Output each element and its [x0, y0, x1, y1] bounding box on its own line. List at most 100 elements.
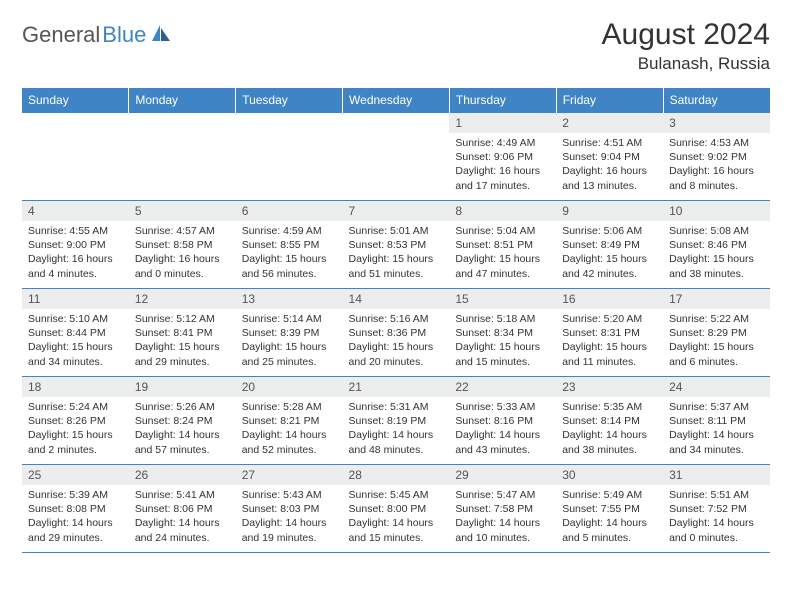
sunset-text: Sunset: 8:53 PM: [349, 238, 444, 252]
day-number: 24: [663, 377, 770, 397]
day-info: Sunrise: 5:24 AMSunset: 8:26 PMDaylight:…: [22, 397, 129, 461]
day-info: Sunrise: 5:28 AMSunset: 8:21 PMDaylight:…: [236, 397, 343, 461]
day-number: 21: [343, 377, 450, 397]
day-info: Sunrise: 4:59 AMSunset: 8:55 PMDaylight:…: [236, 221, 343, 285]
sunrise-text: Sunrise: 4:55 AM: [28, 224, 123, 238]
daylight-text: Daylight: 15 hours and 20 minutes.: [349, 340, 444, 368]
day-info: Sunrise: 5:06 AMSunset: 8:49 PMDaylight:…: [556, 221, 663, 285]
calendar-day-cell: 20Sunrise: 5:28 AMSunset: 8:21 PMDayligh…: [236, 377, 343, 465]
sunset-text: Sunset: 8:55 PM: [242, 238, 337, 252]
sunrise-text: Sunrise: 5:37 AM: [669, 400, 764, 414]
sunrise-text: Sunrise: 5:10 AM: [28, 312, 123, 326]
day-number: 9: [556, 201, 663, 221]
sunset-text: Sunset: 8:26 PM: [28, 414, 123, 428]
sunset-text: Sunset: 8:51 PM: [455, 238, 550, 252]
day-info: Sunrise: 5:31 AMSunset: 8:19 PMDaylight:…: [343, 397, 450, 461]
calendar-day-cell: 2Sunrise: 4:51 AMSunset: 9:04 PMDaylight…: [556, 113, 663, 201]
daylight-text: Daylight: 14 hours and 19 minutes.: [242, 516, 337, 544]
sunrise-text: Sunrise: 5:26 AM: [135, 400, 230, 414]
sunset-text: Sunset: 8:06 PM: [135, 502, 230, 516]
daylight-text: Daylight: 15 hours and 11 minutes.: [562, 340, 657, 368]
daylight-text: Daylight: 15 hours and 2 minutes.: [28, 428, 123, 456]
day-info: Sunrise: 5:43 AMSunset: 8:03 PMDaylight:…: [236, 485, 343, 549]
sunset-text: Sunset: 8:49 PM: [562, 238, 657, 252]
daylight-text: Daylight: 15 hours and 56 minutes.: [242, 252, 337, 280]
day-info: Sunrise: 5:26 AMSunset: 8:24 PMDaylight:…: [129, 397, 236, 461]
daylight-text: Daylight: 15 hours and 47 minutes.: [455, 252, 550, 280]
day-info: Sunrise: 4:55 AMSunset: 9:00 PMDaylight:…: [22, 221, 129, 285]
day-number: 19: [129, 377, 236, 397]
sunrise-text: Sunrise: 4:57 AM: [135, 224, 230, 238]
calendar-day-cell: [129, 113, 236, 201]
day-number: 15: [449, 289, 556, 309]
sunset-text: Sunset: 8:58 PM: [135, 238, 230, 252]
day-info: Sunrise: 5:01 AMSunset: 8:53 PMDaylight:…: [343, 221, 450, 285]
day-number: 23: [556, 377, 663, 397]
daylight-text: Daylight: 16 hours and 17 minutes.: [455, 164, 550, 192]
weekday-header-row: Sunday Monday Tuesday Wednesday Thursday…: [22, 88, 770, 113]
sunrise-text: Sunrise: 5:51 AM: [669, 488, 764, 502]
sunset-text: Sunset: 8:00 PM: [349, 502, 444, 516]
day-number: 18: [22, 377, 129, 397]
day-info: Sunrise: 5:18 AMSunset: 8:34 PMDaylight:…: [449, 309, 556, 373]
day-number: 26: [129, 465, 236, 485]
day-number: 7: [343, 201, 450, 221]
daylight-text: Daylight: 15 hours and 51 minutes.: [349, 252, 444, 280]
sunrise-text: Sunrise: 5:49 AM: [562, 488, 657, 502]
sunrise-text: Sunrise: 5:31 AM: [349, 400, 444, 414]
day-info: Sunrise: 5:22 AMSunset: 8:29 PMDaylight:…: [663, 309, 770, 373]
day-info: Sunrise: 5:41 AMSunset: 8:06 PMDaylight:…: [129, 485, 236, 549]
sunset-text: Sunset: 8:41 PM: [135, 326, 230, 340]
day-info: Sunrise: 5:04 AMSunset: 8:51 PMDaylight:…: [449, 221, 556, 285]
calendar-day-cell: 15Sunrise: 5:18 AMSunset: 8:34 PMDayligh…: [449, 289, 556, 377]
calendar-day-cell: 11Sunrise: 5:10 AMSunset: 8:44 PMDayligh…: [22, 289, 129, 377]
day-info: Sunrise: 5:12 AMSunset: 8:41 PMDaylight:…: [129, 309, 236, 373]
calendar-week-row: 18Sunrise: 5:24 AMSunset: 8:26 PMDayligh…: [22, 377, 770, 465]
calendar-day-cell: 21Sunrise: 5:31 AMSunset: 8:19 PMDayligh…: [343, 377, 450, 465]
calendar-day-cell: 9Sunrise: 5:06 AMSunset: 8:49 PMDaylight…: [556, 201, 663, 289]
day-number: 3: [663, 113, 770, 133]
day-number: 31: [663, 465, 770, 485]
day-info: Sunrise: 5:49 AMSunset: 7:55 PMDaylight:…: [556, 485, 663, 549]
calendar-day-cell: 18Sunrise: 5:24 AMSunset: 8:26 PMDayligh…: [22, 377, 129, 465]
daylight-text: Daylight: 14 hours and 0 minutes.: [669, 516, 764, 544]
calendar-day-cell: 14Sunrise: 5:16 AMSunset: 8:36 PMDayligh…: [343, 289, 450, 377]
sunset-text: Sunset: 7:58 PM: [455, 502, 550, 516]
day-number: 13: [236, 289, 343, 309]
day-info: Sunrise: 5:16 AMSunset: 8:36 PMDaylight:…: [343, 309, 450, 373]
day-number: 22: [449, 377, 556, 397]
sunrise-text: Sunrise: 5:35 AM: [562, 400, 657, 414]
calendar-day-cell: 13Sunrise: 5:14 AMSunset: 8:39 PMDayligh…: [236, 289, 343, 377]
weekday-header: Friday: [556, 88, 663, 113]
daylight-text: Daylight: 14 hours and 57 minutes.: [135, 428, 230, 456]
day-info: Sunrise: 5:35 AMSunset: 8:14 PMDaylight:…: [556, 397, 663, 461]
daylight-text: Daylight: 15 hours and 34 minutes.: [28, 340, 123, 368]
calendar-week-row: 11Sunrise: 5:10 AMSunset: 8:44 PMDayligh…: [22, 289, 770, 377]
sunrise-text: Sunrise: 4:53 AM: [669, 136, 764, 150]
calendar-day-cell: 24Sunrise: 5:37 AMSunset: 8:11 PMDayligh…: [663, 377, 770, 465]
day-info: Sunrise: 4:51 AMSunset: 9:04 PMDaylight:…: [556, 133, 663, 197]
daylight-text: Daylight: 15 hours and 38 minutes.: [669, 252, 764, 280]
daylight-text: Daylight: 14 hours and 52 minutes.: [242, 428, 337, 456]
calendar-day-cell: 5Sunrise: 4:57 AMSunset: 8:58 PMDaylight…: [129, 201, 236, 289]
sunset-text: Sunset: 7:52 PM: [669, 502, 764, 516]
daylight-text: Daylight: 16 hours and 13 minutes.: [562, 164, 657, 192]
calendar-table: Sunday Monday Tuesday Wednesday Thursday…: [22, 88, 770, 553]
daylight-text: Daylight: 14 hours and 48 minutes.: [349, 428, 444, 456]
day-number: 28: [343, 465, 450, 485]
day-number: 16: [556, 289, 663, 309]
daylight-text: Daylight: 16 hours and 8 minutes.: [669, 164, 764, 192]
daylight-text: Daylight: 14 hours and 34 minutes.: [669, 428, 764, 456]
sunrise-text: Sunrise: 5:18 AM: [455, 312, 550, 326]
calendar-week-row: 4Sunrise: 4:55 AMSunset: 9:00 PMDaylight…: [22, 201, 770, 289]
sunrise-text: Sunrise: 5:47 AM: [455, 488, 550, 502]
sunset-text: Sunset: 8:46 PM: [669, 238, 764, 252]
sunrise-text: Sunrise: 5:41 AM: [135, 488, 230, 502]
calendar-day-cell: 27Sunrise: 5:43 AMSunset: 8:03 PMDayligh…: [236, 465, 343, 553]
sunrise-text: Sunrise: 5:39 AM: [28, 488, 123, 502]
daylight-text: Daylight: 15 hours and 29 minutes.: [135, 340, 230, 368]
sunset-text: Sunset: 9:00 PM: [28, 238, 123, 252]
daylight-text: Daylight: 14 hours and 24 minutes.: [135, 516, 230, 544]
day-number: 10: [663, 201, 770, 221]
day-number: 11: [22, 289, 129, 309]
